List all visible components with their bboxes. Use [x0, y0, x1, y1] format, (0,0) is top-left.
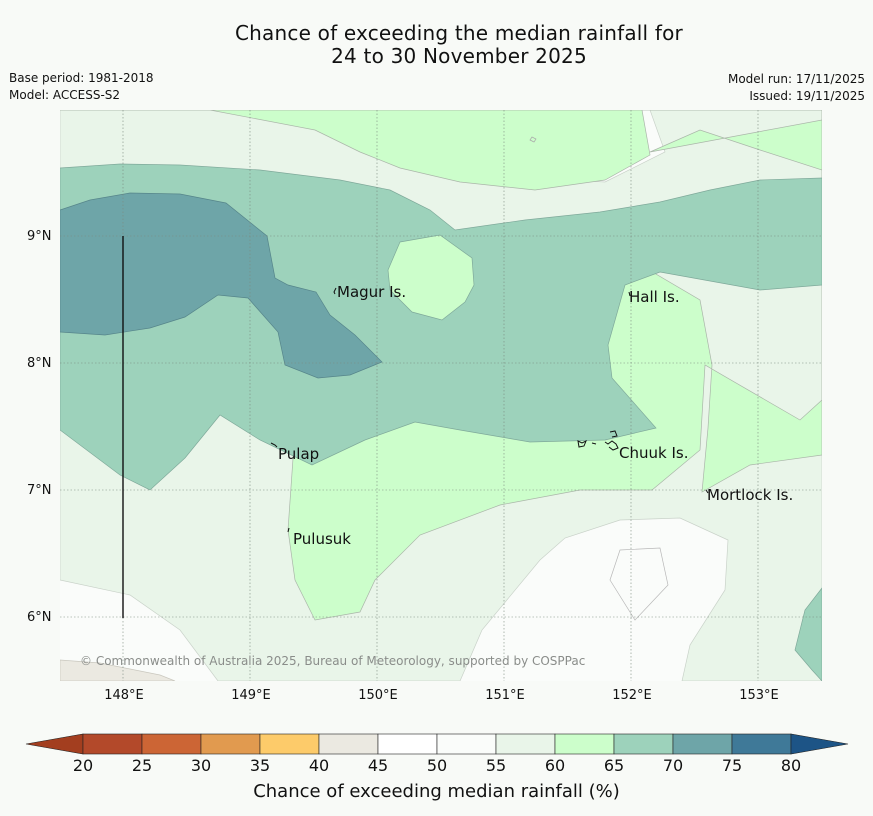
- place-hall: Hall Is.: [629, 288, 680, 306]
- lat-label-9n: 9°N: [27, 229, 52, 244]
- lon-label-151e: 151°E: [485, 688, 525, 703]
- lon-label-153e: 153°E: [739, 688, 779, 703]
- colorbar-tick-70: 70: [662, 756, 684, 775]
- band-70-75-se: [794, 587, 822, 681]
- colorbar-cell-35-40: [259, 733, 320, 755]
- lat-label-8n: 8°N: [27, 356, 52, 371]
- colorbar-cell-70-75: [672, 733, 733, 755]
- issued-date: Issued: 19/11/2025: [749, 89, 865, 103]
- low-region-contour: [609, 547, 669, 621]
- colorbar-label: Chance of exceeding median rainfall (%): [253, 781, 620, 802]
- small-contour: [529, 136, 537, 143]
- gridlines: [60, 110, 822, 681]
- colorbar-tick-50: 50: [426, 756, 448, 775]
- colorbar-tick-80: 80: [780, 756, 802, 775]
- colorbar-tick-20: 20: [72, 756, 94, 775]
- colorbar-cell-55-60: [495, 733, 556, 755]
- place-pulap: Pulap: [278, 445, 320, 463]
- copyright-notice: © Commonwealth of Australia 2025, Bureau…: [80, 654, 586, 668]
- colorbar-tick-30: 30: [190, 756, 212, 775]
- rainfall-map[interactable]: [60, 110, 822, 681]
- place-magur: Magur Is.: [337, 283, 407, 301]
- lon-label-150e: 150°E: [358, 688, 398, 703]
- colorbar: [25, 733, 849, 755]
- colorbar-cell-75-80: [731, 733, 792, 755]
- colorbar-cell-25-30: [141, 733, 202, 755]
- place-pulusuk: Pulusuk: [293, 530, 351, 548]
- model-name: Model: ACCESS-S2: [9, 88, 121, 102]
- meta-right: Model run: 17/11/2025 Issued: 19/11/2025: [728, 71, 865, 105]
- title-line-1: Chance of exceeding the median rainfall …: [235, 21, 683, 45]
- colorbar-tick-55: 55: [485, 756, 507, 775]
- lat-label-6n: 6°N: [27, 610, 52, 625]
- island-outlines: [270, 287, 709, 533]
- colorbar-tick-35: 35: [249, 756, 271, 775]
- lon-label-152e: 152°E: [612, 688, 652, 703]
- band-45-50: [60, 659, 176, 681]
- base-period: Base period: 1981-2018: [9, 71, 154, 85]
- lon-label-149e: 149°E: [231, 688, 271, 703]
- colorbar-cell-40-45: [318, 733, 379, 755]
- band-70-75: [60, 192, 383, 379]
- band-60-65-island: [387, 234, 475, 321]
- colorbar-extend-high: [790, 733, 849, 755]
- colorbar-cell-50-55: [436, 733, 497, 755]
- colorbar-tick-65: 65: [603, 756, 625, 775]
- map-svg: [60, 110, 822, 681]
- colorbar-cell-20-25: [82, 733, 143, 755]
- colorbar-cell-65-70: [613, 733, 674, 755]
- colorbar-tick-25: 25: [131, 756, 153, 775]
- place-chuuk: Chuuk Is.: [619, 444, 689, 462]
- colorbar-tick-60: 60: [544, 756, 566, 775]
- model-run: Model run: 17/11/2025: [727, 72, 865, 86]
- colorbar-tick-45: 45: [367, 756, 389, 775]
- colorbar-cell-45-50: [377, 733, 438, 755]
- colorbar-extend-low: [25, 733, 84, 755]
- colorbar-tick-40: 40: [308, 756, 330, 775]
- lat-label-7n: 7°N: [27, 483, 52, 498]
- band-60-65-east: [649, 119, 822, 171]
- colorbar-tick-75: 75: [721, 756, 743, 775]
- colorbar-cell-30-35: [200, 733, 261, 755]
- map-title: Chance of exceeding the median rainfall …: [0, 22, 873, 68]
- title-line-2: 24 to 30 November 2025: [331, 44, 587, 68]
- colorbar-cell-60-65: [554, 733, 615, 755]
- lon-label-148e: 148°E: [104, 688, 144, 703]
- meta-left: Base period: 1981-2018 Model: ACCESS-S2: [9, 70, 154, 104]
- place-mortlock: Mortlock Is.: [707, 486, 794, 504]
